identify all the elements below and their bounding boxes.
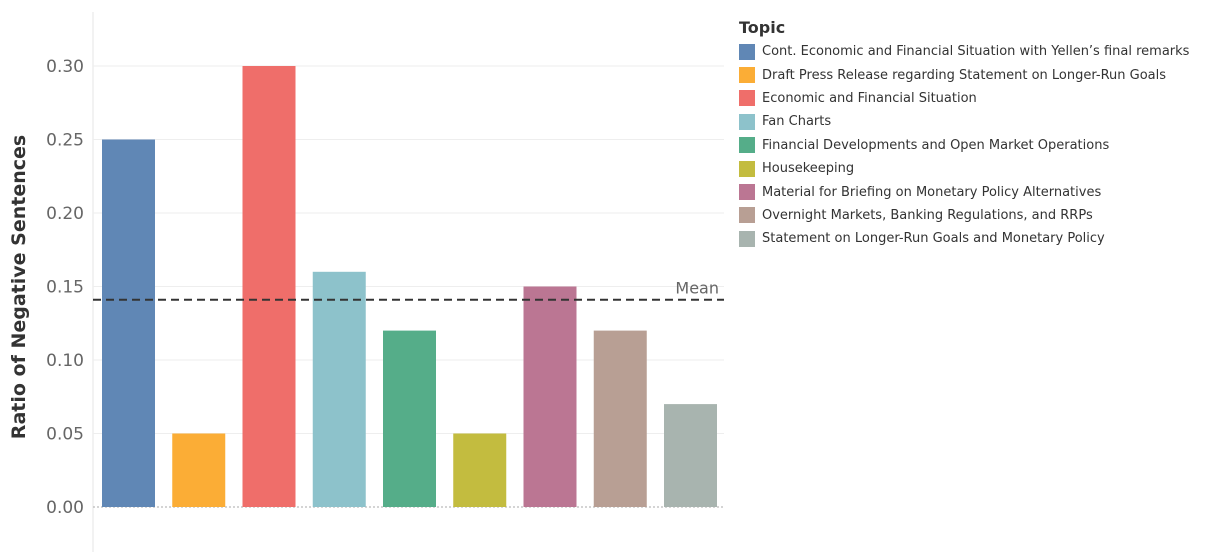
- legend-label: Fan Charts: [762, 114, 832, 130]
- bar: [453, 433, 507, 507]
- bar: [664, 404, 717, 507]
- bar: [242, 66, 296, 507]
- legend-label: Cont. Economic and Financial Situation w…: [762, 44, 1190, 60]
- legend-item: Cont. Economic and Financial Situation w…: [739, 40, 1199, 63]
- bar: [383, 330, 436, 507]
- y-tick-label: 0.05: [46, 425, 84, 445]
- legend: Topic Cont. Economic and Financial Situa…: [739, 18, 1199, 251]
- y-tick-label: 0.00: [46, 498, 84, 518]
- legend-title: Topic: [739, 18, 786, 37]
- mean-label: Mean: [675, 279, 719, 298]
- y-tick-label: 0.10: [46, 351, 84, 371]
- legend-swatch: [739, 160, 755, 177]
- legend-item: Economic and Financial Situation: [739, 87, 1199, 110]
- legend-label: Housekeeping: [762, 161, 855, 177]
- legend-swatch: [739, 67, 755, 84]
- y-tick-label: 0.20: [46, 204, 84, 224]
- bar: [523, 286, 577, 507]
- bar: [102, 139, 155, 507]
- legend-swatch: [739, 230, 755, 247]
- y-tick-label: 0.25: [46, 131, 84, 151]
- y-tick-label: 0.15: [46, 278, 84, 298]
- bars: [102, 66, 717, 507]
- legend-item: Statement on Longer-Run Goals and Moneta…: [739, 227, 1199, 250]
- y-tick-label: 0.30: [46, 57, 84, 77]
- legend-swatch: [739, 90, 755, 107]
- legend-item: Overnight Markets, Banking Regulations, …: [739, 204, 1199, 227]
- legend-swatch: [739, 184, 755, 201]
- y-axis-ticks: 0.00 0.05 0.10 0.15 0.20 0.25 0.30: [46, 57, 84, 518]
- legend-item: Financial Developments and Open Market O…: [739, 134, 1199, 157]
- legend-swatch: [739, 137, 755, 154]
- bar: [172, 433, 226, 507]
- legend-label: Draft Press Release regarding Statement …: [762, 67, 1167, 83]
- legend-swatch: [739, 113, 755, 130]
- legend-swatch: [739, 207, 755, 224]
- legend-item: Fan Charts: [739, 110, 1199, 133]
- legend-item: Draft Press Release regarding Statement …: [739, 63, 1199, 86]
- legend-label: Material for Briefing on Monetary Policy…: [762, 184, 1102, 200]
- bar: [312, 271, 366, 507]
- legend-swatch: [739, 43, 755, 60]
- legend-label: Overnight Markets, Banking Regulations, …: [762, 207, 1093, 223]
- legend-item: Housekeeping: [739, 157, 1199, 180]
- legend-items: Cont. Economic and Financial Situation w…: [739, 40, 1199, 251]
- legend-label: Economic and Financial Situation: [762, 90, 977, 106]
- y-axis-title: Ratio of Negative Sentences: [8, 135, 30, 439]
- legend-label: Statement on Longer-Run Goals and Moneta…: [762, 231, 1105, 247]
- bar-chart: 0.00 0.05 0.10 0.15 0.20 0.25 0.30 Mean Ratio …: [8, 12, 724, 552]
- legend-item: Material for Briefing on Monetary Policy…: [739, 180, 1199, 203]
- legend-label: Financial Developments and Open Market O…: [762, 137, 1110, 153]
- bar: [593, 330, 647, 507]
